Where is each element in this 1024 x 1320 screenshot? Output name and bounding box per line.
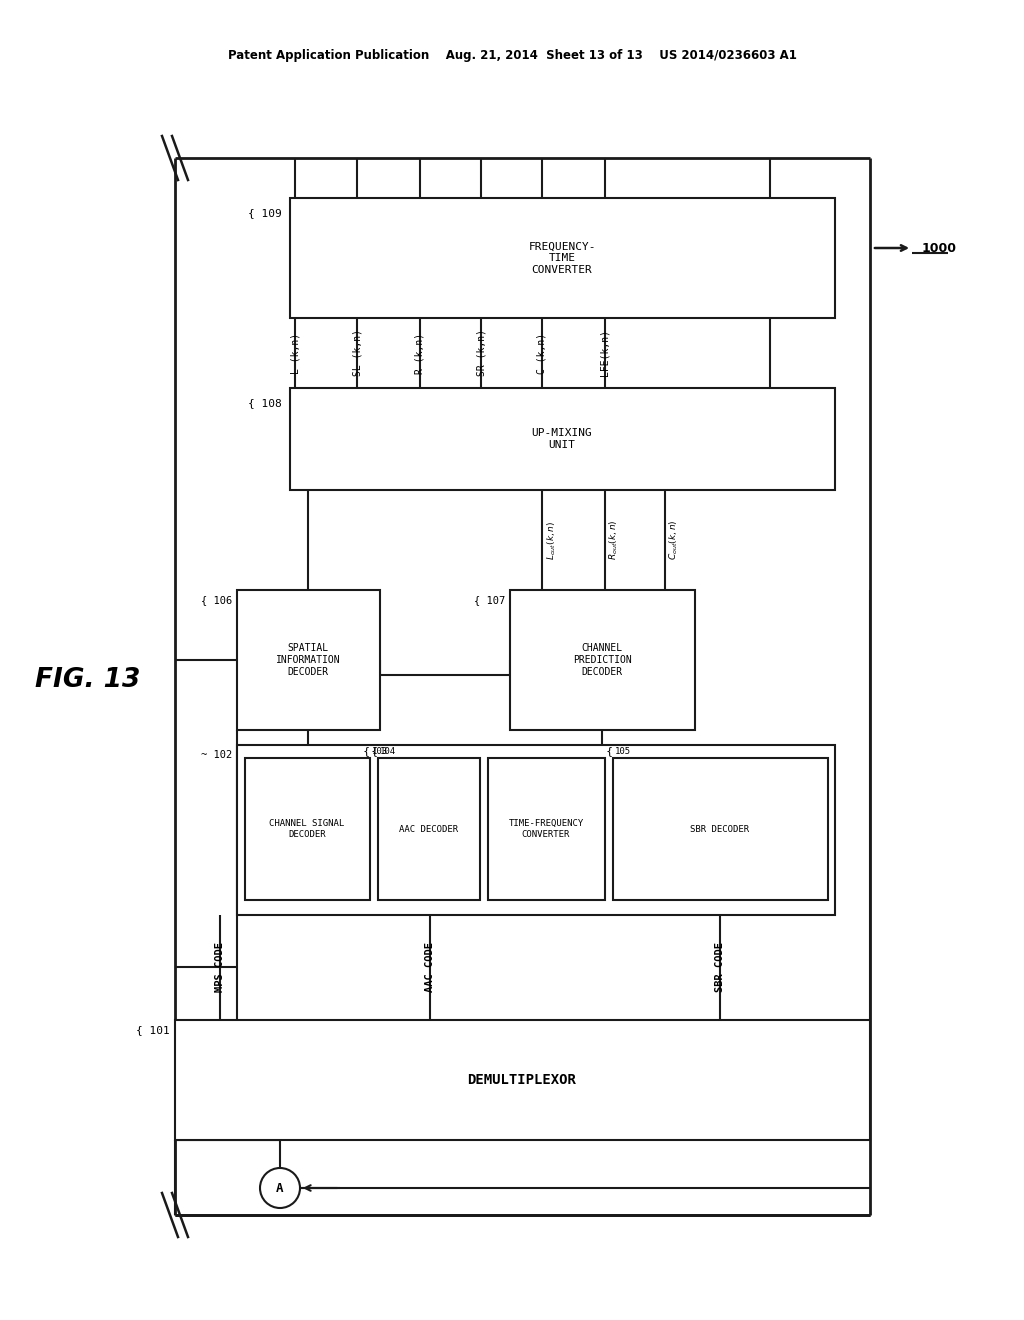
Text: R (k,n): R (k,n) <box>415 333 425 374</box>
Text: L (k,n): L (k,n) <box>290 333 300 374</box>
Text: { 109: { 109 <box>248 209 282 218</box>
Bar <box>488 758 605 900</box>
Bar <box>378 758 480 900</box>
Text: 104: 104 <box>380 747 396 756</box>
Text: $C_{out}(k,n)$: $C_{out}(k,n)$ <box>668 520 681 560</box>
Text: SBR CODE: SBR CODE <box>715 942 725 993</box>
Text: SL (k,n): SL (k,n) <box>352 330 362 376</box>
Text: { 108: { 108 <box>248 399 282 408</box>
Text: FREQUENCY-
TIME
CONVERTER: FREQUENCY- TIME CONVERTER <box>528 242 596 275</box>
Text: CHANNEL SIGNAL
DECODER: CHANNEL SIGNAL DECODER <box>269 820 345 838</box>
Text: {: { <box>371 746 378 756</box>
Text: Patent Application Publication    Aug. 21, 2014  Sheet 13 of 13    US 2014/02366: Patent Application Publication Aug. 21, … <box>227 49 797 62</box>
Bar <box>237 744 835 915</box>
Text: SBR DECODER: SBR DECODER <box>690 825 750 833</box>
Bar <box>613 758 828 900</box>
Text: FIG. 13: FIG. 13 <box>35 667 140 693</box>
Text: SR (k,n): SR (k,n) <box>476 330 486 376</box>
Text: 1000: 1000 <box>922 242 957 255</box>
Text: 105: 105 <box>615 747 631 756</box>
Text: { 101: { 101 <box>136 1026 170 1035</box>
Bar <box>175 1020 870 1140</box>
Bar <box>290 198 835 318</box>
Text: AAC DECODER: AAC DECODER <box>399 825 459 833</box>
Text: A: A <box>276 1181 284 1195</box>
Text: UP-MIXING
UNIT: UP-MIXING UNIT <box>531 428 592 450</box>
Text: MPS CODE: MPS CODE <box>215 942 225 993</box>
Text: 103: 103 <box>372 747 388 756</box>
Text: TIME-FREQUENCY
CONVERTER: TIME-FREQUENCY CONVERTER <box>508 820 584 838</box>
Text: {: { <box>362 746 370 756</box>
Text: $R_{out}(k,n)$: $R_{out}(k,n)$ <box>608 520 621 560</box>
Bar <box>237 590 380 730</box>
Bar <box>245 758 370 900</box>
Text: SPATIAL
INFORMATION
DECODER: SPATIAL INFORMATION DECODER <box>275 643 340 677</box>
Text: DEMULTIPLEXOR: DEMULTIPLEXOR <box>468 1073 577 1086</box>
Text: AAC CODE: AAC CODE <box>425 942 435 993</box>
Bar <box>290 388 835 490</box>
Text: LFE(k,n): LFE(k,n) <box>600 330 610 376</box>
Text: CHANNEL
PREDICTION
DECODER: CHANNEL PREDICTION DECODER <box>572 643 632 677</box>
Text: {: { <box>606 746 613 756</box>
Text: C (k,n): C (k,n) <box>537 333 547 374</box>
Bar <box>510 590 695 730</box>
Text: { 106: { 106 <box>201 595 232 605</box>
Text: { 107: { 107 <box>474 595 505 605</box>
Text: ~ 102: ~ 102 <box>201 750 232 760</box>
Text: $L_{out}(k,n)$: $L_{out}(k,n)$ <box>545 520 557 560</box>
